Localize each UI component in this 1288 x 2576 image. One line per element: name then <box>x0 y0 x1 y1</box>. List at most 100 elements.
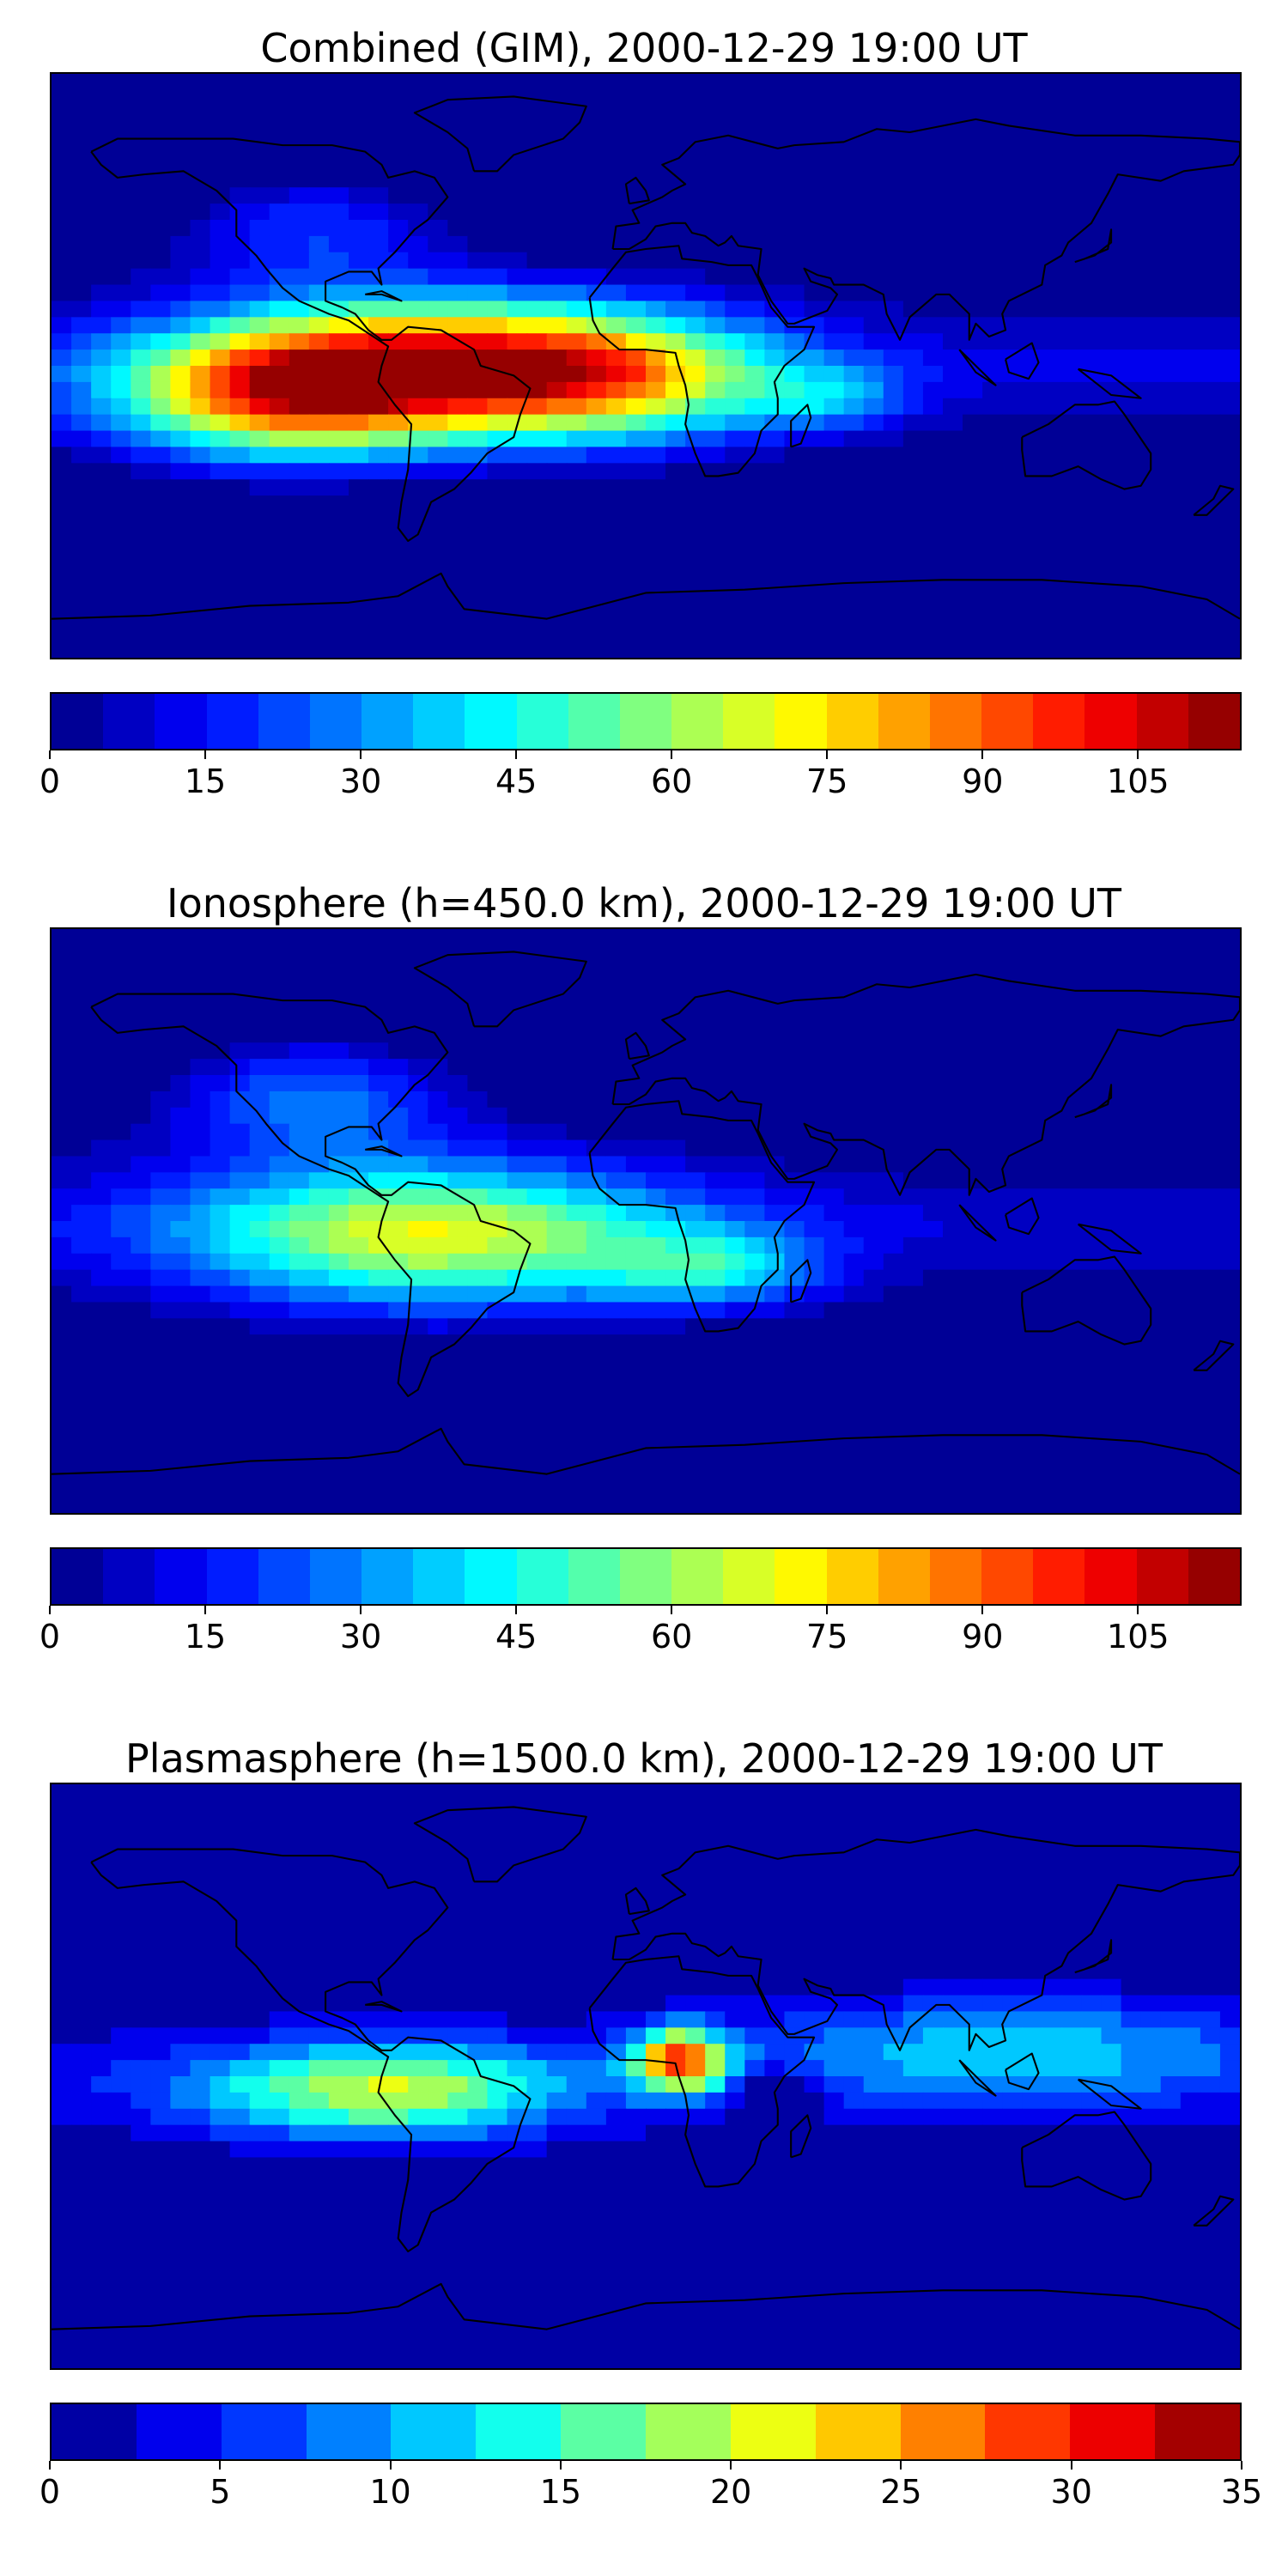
field-cell <box>665 1059 686 1076</box>
field-cell <box>764 187 786 204</box>
field-cell <box>91 560 112 578</box>
field-cell <box>725 1107 746 1125</box>
field-cell <box>863 204 884 221</box>
field-cell <box>1160 301 1182 319</box>
field-cell <box>526 1285 548 1303</box>
field-cell <box>646 1832 666 1850</box>
field-cell <box>190 447 211 465</box>
field-cell <box>1061 560 1083 578</box>
field-cell <box>1200 495 1221 513</box>
field-cell <box>368 527 389 545</box>
field-cell <box>111 301 132 319</box>
field-cell <box>982 1898 1003 1915</box>
field-cell <box>764 1448 786 1466</box>
field-cell <box>982 284 1003 302</box>
field-cell <box>1101 187 1122 204</box>
field-cell <box>566 1205 587 1222</box>
field-cell <box>705 1302 726 1320</box>
field-cell <box>1219 1351 1240 1368</box>
field-cell <box>111 544 132 562</box>
field-cell <box>507 929 528 946</box>
field-cell <box>131 1351 152 1368</box>
field-cell <box>1061 977 1083 995</box>
field-cell <box>605 122 627 140</box>
field-cell <box>922 1784 944 1801</box>
field-cell <box>349 1253 369 1271</box>
field-cell <box>349 204 369 221</box>
field-cell <box>487 1091 508 1109</box>
field-cell <box>170 1865 191 1883</box>
field-cell <box>922 1415 944 1433</box>
field-cell <box>1081 414 1103 432</box>
field-cell <box>1200 1431 1221 1449</box>
field-cell <box>1219 252 1240 270</box>
field-cell <box>705 1415 726 1433</box>
field-cell <box>546 961 568 979</box>
field-cell <box>229 220 251 237</box>
field-cell <box>190 1318 211 1335</box>
field-cell <box>1160 1431 1182 1449</box>
field-cell <box>764 1253 786 1271</box>
field-cell <box>646 430 666 448</box>
field-cell <box>447 1253 469 1271</box>
field-cell <box>1061 625 1083 642</box>
field-cell <box>269 333 290 350</box>
field-cell <box>586 929 607 946</box>
field-cell <box>487 560 508 578</box>
field-cell <box>625 560 647 578</box>
field-cell <box>190 220 211 237</box>
field-cell <box>190 187 211 204</box>
field-cell <box>52 1139 72 1157</box>
field-cell <box>1081 447 1103 465</box>
field-cell <box>625 1188 647 1206</box>
field-cell <box>249 929 270 946</box>
coastline <box>1193 484 1235 516</box>
field-cell <box>487 993 508 1012</box>
field-cell <box>91 220 112 237</box>
field-cell <box>823 1914 845 1931</box>
field-cell <box>1002 1431 1024 1449</box>
field-cell <box>71 366 92 383</box>
field-cell <box>111 1865 132 1883</box>
field-cell <box>229 625 251 642</box>
field-cell <box>349 1156 369 1174</box>
field-cell <box>526 1107 548 1125</box>
field-cell <box>784 479 805 496</box>
field-cell <box>546 592 568 611</box>
field-cell <box>823 495 845 513</box>
field-cell <box>408 171 429 188</box>
field-cell <box>190 479 211 496</box>
field-cell <box>368 945 389 963</box>
field-cell <box>963 1091 983 1109</box>
field-cell <box>883 1351 904 1368</box>
field-cell <box>249 641 270 658</box>
field-cell <box>487 171 508 188</box>
field-cell <box>1002 1318 1024 1335</box>
field-cell <box>526 1898 548 1915</box>
field-cell <box>685 609 706 626</box>
field-cell <box>922 1302 944 1320</box>
field-cell <box>150 463 172 480</box>
field-cell <box>52 1382 72 1400</box>
field-cell <box>764 1302 786 1320</box>
field-cell <box>210 1236 231 1255</box>
field-cell <box>963 430 983 448</box>
field-cell <box>665 1832 686 1850</box>
field-cell <box>823 929 845 946</box>
field-cell <box>784 106 805 124</box>
field-cell <box>388 381 409 399</box>
field-cell <box>1160 89 1182 107</box>
field-cell <box>507 381 528 399</box>
field-cell <box>883 235 904 253</box>
field-cell <box>1022 945 1043 963</box>
field-cell <box>447 268 469 286</box>
field-cell <box>428 1205 449 1222</box>
field-cell <box>902 527 924 545</box>
field-cell <box>150 1075 172 1092</box>
field-cell <box>1022 1285 1043 1303</box>
field-cell <box>725 560 746 578</box>
field-cell <box>111 366 132 383</box>
field-cell <box>725 1816 746 1834</box>
field-cell <box>725 430 746 448</box>
field-cell <box>428 1497 449 1513</box>
